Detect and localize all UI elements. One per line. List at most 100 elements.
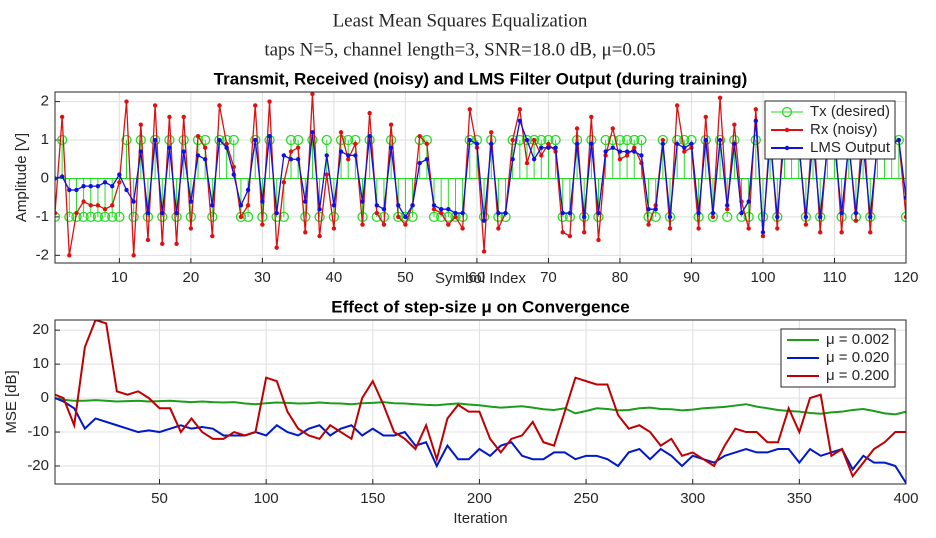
series-marker <box>739 210 744 216</box>
stem-marker <box>521 134 533 146</box>
stem-marker <box>228 134 239 146</box>
series-marker <box>760 230 766 235</box>
series-marker <box>424 141 430 147</box>
series-marker <box>160 241 165 246</box>
series-marker <box>803 222 809 227</box>
series-marker <box>124 187 129 193</box>
x-tick-label: 100 <box>254 490 279 507</box>
series-marker <box>753 118 759 124</box>
stem-marker <box>629 134 640 146</box>
series-marker <box>55 176 58 181</box>
chart-title: Transmit, Received (noisy) and LMS Filte… <box>214 69 748 88</box>
series-marker <box>431 207 437 212</box>
series-marker <box>267 133 272 139</box>
x-tick-label: 80 <box>612 269 629 286</box>
series-marker <box>145 237 151 243</box>
series-marker <box>639 153 644 158</box>
series-marker <box>646 222 651 227</box>
stem-marker <box>550 134 561 146</box>
series-marker <box>317 207 322 212</box>
series-marker <box>138 122 144 127</box>
series-marker <box>560 230 565 235</box>
y-tick-label: -2 <box>36 246 49 263</box>
series-marker <box>303 230 308 235</box>
series-marker <box>446 207 451 212</box>
series-marker <box>374 210 380 216</box>
series-marker <box>746 226 751 231</box>
series-marker <box>195 153 201 158</box>
series-marker <box>367 133 372 139</box>
series-marker <box>617 157 623 162</box>
axes-box <box>54 91 907 264</box>
x-tick-label: 70 <box>540 269 557 286</box>
series-marker <box>546 145 551 150</box>
x-axis-label: Symbol Index <box>435 270 526 287</box>
stem-marker <box>285 134 297 146</box>
series-marker <box>603 149 608 154</box>
series-marker <box>59 174 65 179</box>
series-marker <box>703 114 708 120</box>
series-marker <box>281 153 287 158</box>
series-marker <box>896 137 902 143</box>
stem-marker <box>92 211 104 223</box>
series-marker <box>310 92 315 97</box>
series-marker <box>868 214 873 220</box>
x-tick-label: 300 <box>680 490 705 507</box>
series-marker <box>725 203 730 208</box>
stem-marker <box>242 211 254 223</box>
series-marker <box>589 141 594 147</box>
stem-marker <box>292 134 304 146</box>
series-marker <box>245 187 251 193</box>
series-marker <box>381 207 387 212</box>
series-marker <box>331 203 337 208</box>
series-marker <box>660 141 666 147</box>
stem-marker <box>85 211 96 223</box>
series-marker <box>453 214 458 220</box>
series-marker <box>202 157 208 162</box>
series-marker <box>474 141 480 147</box>
stem-marker <box>621 134 633 146</box>
series-marker <box>581 230 587 235</box>
series-marker <box>746 199 751 204</box>
series-marker <box>174 210 179 216</box>
series-line <box>55 397 906 416</box>
series-marker <box>403 222 408 227</box>
series-marker <box>646 207 651 212</box>
legend-label: μ = 0.200 <box>826 367 889 384</box>
series-marker <box>110 183 115 189</box>
series-marker <box>217 137 222 143</box>
series-marker <box>303 199 308 204</box>
series-marker <box>467 107 472 112</box>
series-marker <box>88 183 93 189</box>
x-tick-label: 120 <box>893 269 918 286</box>
stem-marker <box>679 134 690 146</box>
stem-marker <box>400 211 411 223</box>
series-marker <box>839 230 844 235</box>
stem-marker <box>207 211 218 223</box>
series-marker <box>81 199 86 204</box>
series-marker <box>338 149 344 154</box>
series-marker <box>574 126 580 131</box>
series-marker <box>531 157 537 162</box>
series-marker <box>489 130 494 135</box>
series-marker <box>510 157 515 162</box>
stem-marker <box>314 211 325 223</box>
series-marker <box>117 180 122 185</box>
x-tick-label: 110 <box>823 269 847 286</box>
series-line <box>55 397 906 484</box>
series-marker <box>202 145 208 150</box>
series-marker <box>517 118 523 124</box>
figure-subtitle: taps N=5, channel length=3, SNR=18.0 dB,… <box>264 39 655 60</box>
series-marker <box>260 222 265 227</box>
series-marker <box>181 149 186 154</box>
series-marker <box>496 226 501 231</box>
series-marker <box>760 233 766 239</box>
stem-marker <box>107 211 118 223</box>
series-marker <box>238 203 244 208</box>
series-marker <box>245 203 251 208</box>
series-marker <box>503 210 508 216</box>
series-marker <box>775 226 780 231</box>
series-marker <box>753 107 759 112</box>
series-marker <box>460 226 465 231</box>
series-marker <box>489 141 494 147</box>
